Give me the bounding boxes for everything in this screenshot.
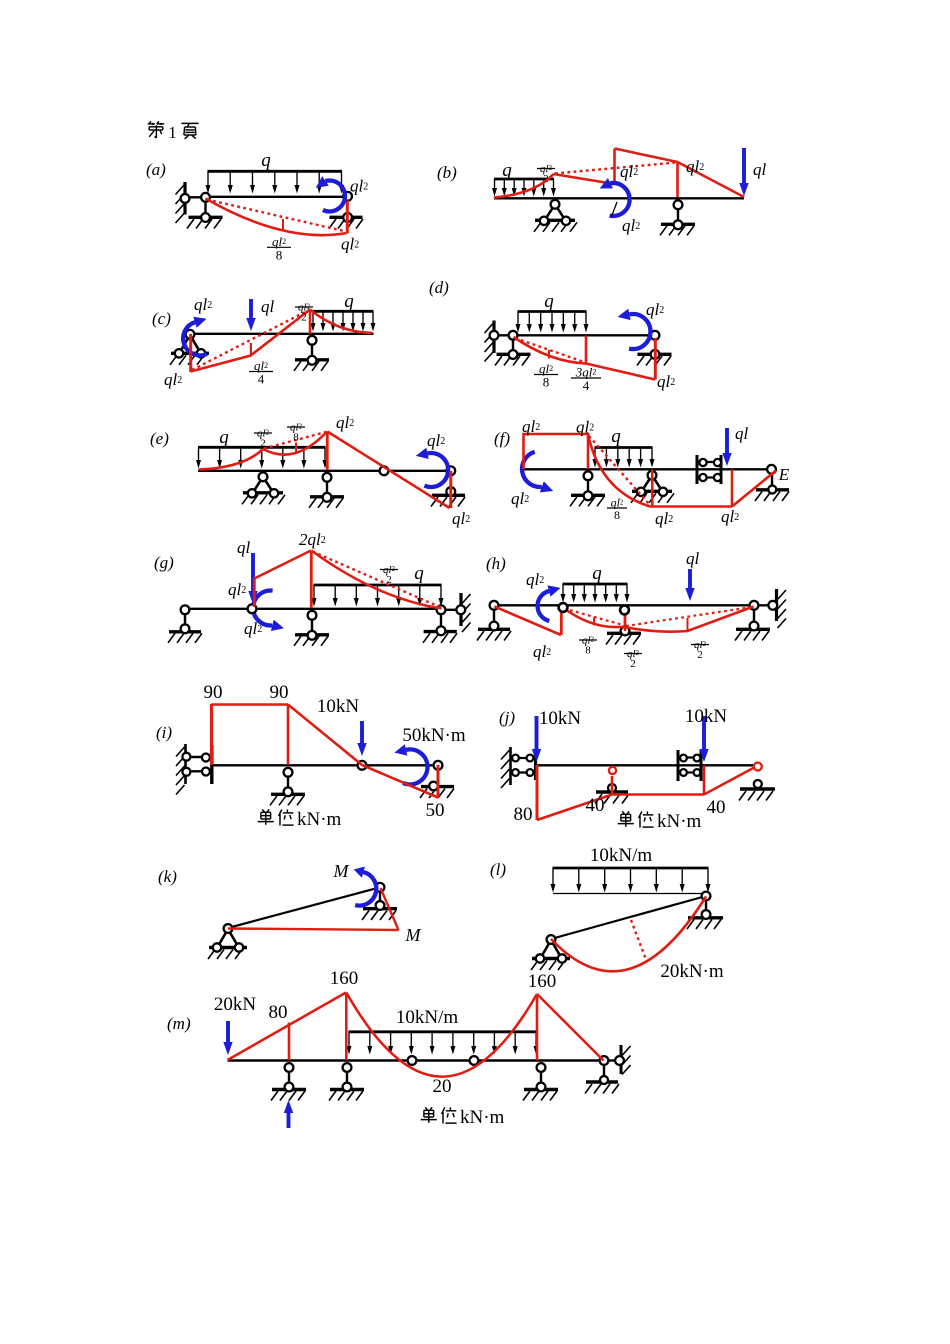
svg-text:ql2: ql2 [244, 619, 262, 638]
svg-text:10kN: 10kN [317, 696, 360, 717]
svg-text:ql2: ql2 [427, 431, 445, 450]
svg-text:8: 8 [614, 508, 620, 522]
svg-text:(m): (m) [167, 1014, 191, 1033]
svg-text:20: 20 [433, 1076, 452, 1097]
svg-text:20kN: 20kN [214, 994, 257, 1015]
svg-text:2: 2 [630, 658, 636, 670]
svg-text:kN·m: kN·m [460, 1107, 505, 1128]
svg-text:1: 1 [168, 123, 177, 142]
svg-text:E: E [778, 465, 790, 484]
svg-text:ql: ql [753, 160, 767, 179]
svg-text:q: q [344, 291, 354, 312]
svg-text:ql2: ql2 [620, 162, 638, 181]
svg-text:160: 160 [330, 968, 359, 989]
svg-text:ql2: ql2 [622, 216, 640, 235]
svg-text:ql2: ql2 [341, 235, 359, 254]
svg-text:(h): (h) [486, 554, 506, 573]
svg-text:kN·m: kN·m [657, 811, 702, 832]
svg-text:80: 80 [269, 1002, 288, 1023]
svg-text:ql2: ql2 [533, 642, 551, 661]
svg-text:ql2: ql2 [194, 295, 212, 314]
svg-text:ql2: ql2 [539, 361, 553, 376]
svg-text:M: M [333, 861, 350, 881]
svg-text:(e): (e) [150, 429, 169, 448]
svg-text:80: 80 [514, 804, 533, 825]
svg-text:(l): (l) [490, 860, 506, 879]
svg-text:(d): (d) [429, 278, 449, 297]
svg-text:q: q [544, 291, 554, 312]
svg-text:4: 4 [258, 372, 265, 387]
svg-text:8: 8 [543, 375, 550, 390]
svg-text:ql2: ql2 [350, 177, 368, 196]
svg-text:q: q [261, 150, 271, 171]
svg-text:M: M [405, 925, 422, 945]
svg-text:ql2: ql2 [611, 496, 624, 510]
svg-text:ql2: ql2 [164, 370, 182, 389]
svg-text:ql2: ql2 [576, 418, 594, 437]
svg-text:(a): (a) [146, 160, 166, 179]
svg-text:ql2: ql2 [452, 509, 470, 528]
svg-text:20kN·m: 20kN·m [660, 961, 724, 982]
svg-text:10kN/m: 10kN/m [590, 845, 653, 866]
svg-text:ql: ql [261, 297, 275, 316]
svg-text:ql2: ql2 [655, 509, 673, 528]
svg-text:q: q [611, 426, 621, 447]
svg-text:q: q [502, 160, 512, 181]
svg-text:90: 90 [270, 682, 289, 703]
svg-text:q: q [592, 563, 602, 584]
svg-text:ql2: ql2 [336, 413, 354, 432]
svg-text:40: 40 [586, 795, 605, 816]
svg-text:q: q [414, 563, 424, 584]
svg-text:ql2: ql2 [272, 234, 286, 249]
svg-text:kN·m: kN·m [297, 809, 342, 830]
svg-text:ql2: ql2 [522, 417, 540, 436]
svg-text:ql2: ql2 [686, 157, 704, 176]
svg-text:(j): (j) [499, 708, 515, 727]
svg-text:(g): (g) [154, 553, 174, 572]
svg-text:160: 160 [528, 971, 557, 992]
svg-text:50kN·m: 50kN·m [402, 725, 466, 746]
svg-text:(b): (b) [437, 163, 457, 182]
svg-text:8: 8 [293, 432, 299, 444]
svg-text:2: 2 [386, 574, 392, 586]
svg-text:ql: ql [237, 538, 251, 557]
svg-text:ql2: ql2 [228, 580, 246, 599]
svg-text:ql2: ql2 [646, 300, 664, 319]
svg-text:(f): (f) [494, 429, 510, 448]
svg-text:10kN: 10kN [539, 708, 582, 729]
svg-text:(i): (i) [156, 723, 172, 742]
svg-text:10kN: 10kN [685, 706, 728, 727]
svg-text:ql2: ql2 [254, 358, 268, 373]
svg-text:10kN/m: 10kN/m [396, 1007, 459, 1028]
svg-text:50: 50 [426, 800, 445, 821]
svg-text:q: q [219, 427, 229, 448]
svg-text:ql: ql [686, 549, 700, 568]
svg-text:(c): (c) [152, 309, 171, 328]
svg-text:2: 2 [543, 173, 549, 185]
svg-text:ql2: ql2 [526, 570, 544, 589]
svg-text:2: 2 [260, 438, 266, 450]
svg-text:2: 2 [301, 312, 307, 324]
svg-text:ql2: ql2 [657, 372, 675, 391]
svg-text:2ql2: 2ql2 [299, 530, 326, 549]
svg-text:40: 40 [707, 797, 726, 818]
svg-text:8: 8 [276, 247, 283, 262]
svg-text:2: 2 [697, 649, 703, 661]
svg-text:4: 4 [583, 378, 590, 393]
svg-text:3ql2: 3ql2 [575, 365, 597, 380]
svg-text:ql2: ql2 [721, 507, 739, 526]
svg-text:90: 90 [204, 682, 223, 703]
svg-text:8: 8 [585, 645, 591, 657]
svg-text:(k): (k) [158, 867, 177, 886]
svg-text:ql: ql [735, 424, 749, 443]
svg-text:ql2: ql2 [511, 489, 529, 508]
